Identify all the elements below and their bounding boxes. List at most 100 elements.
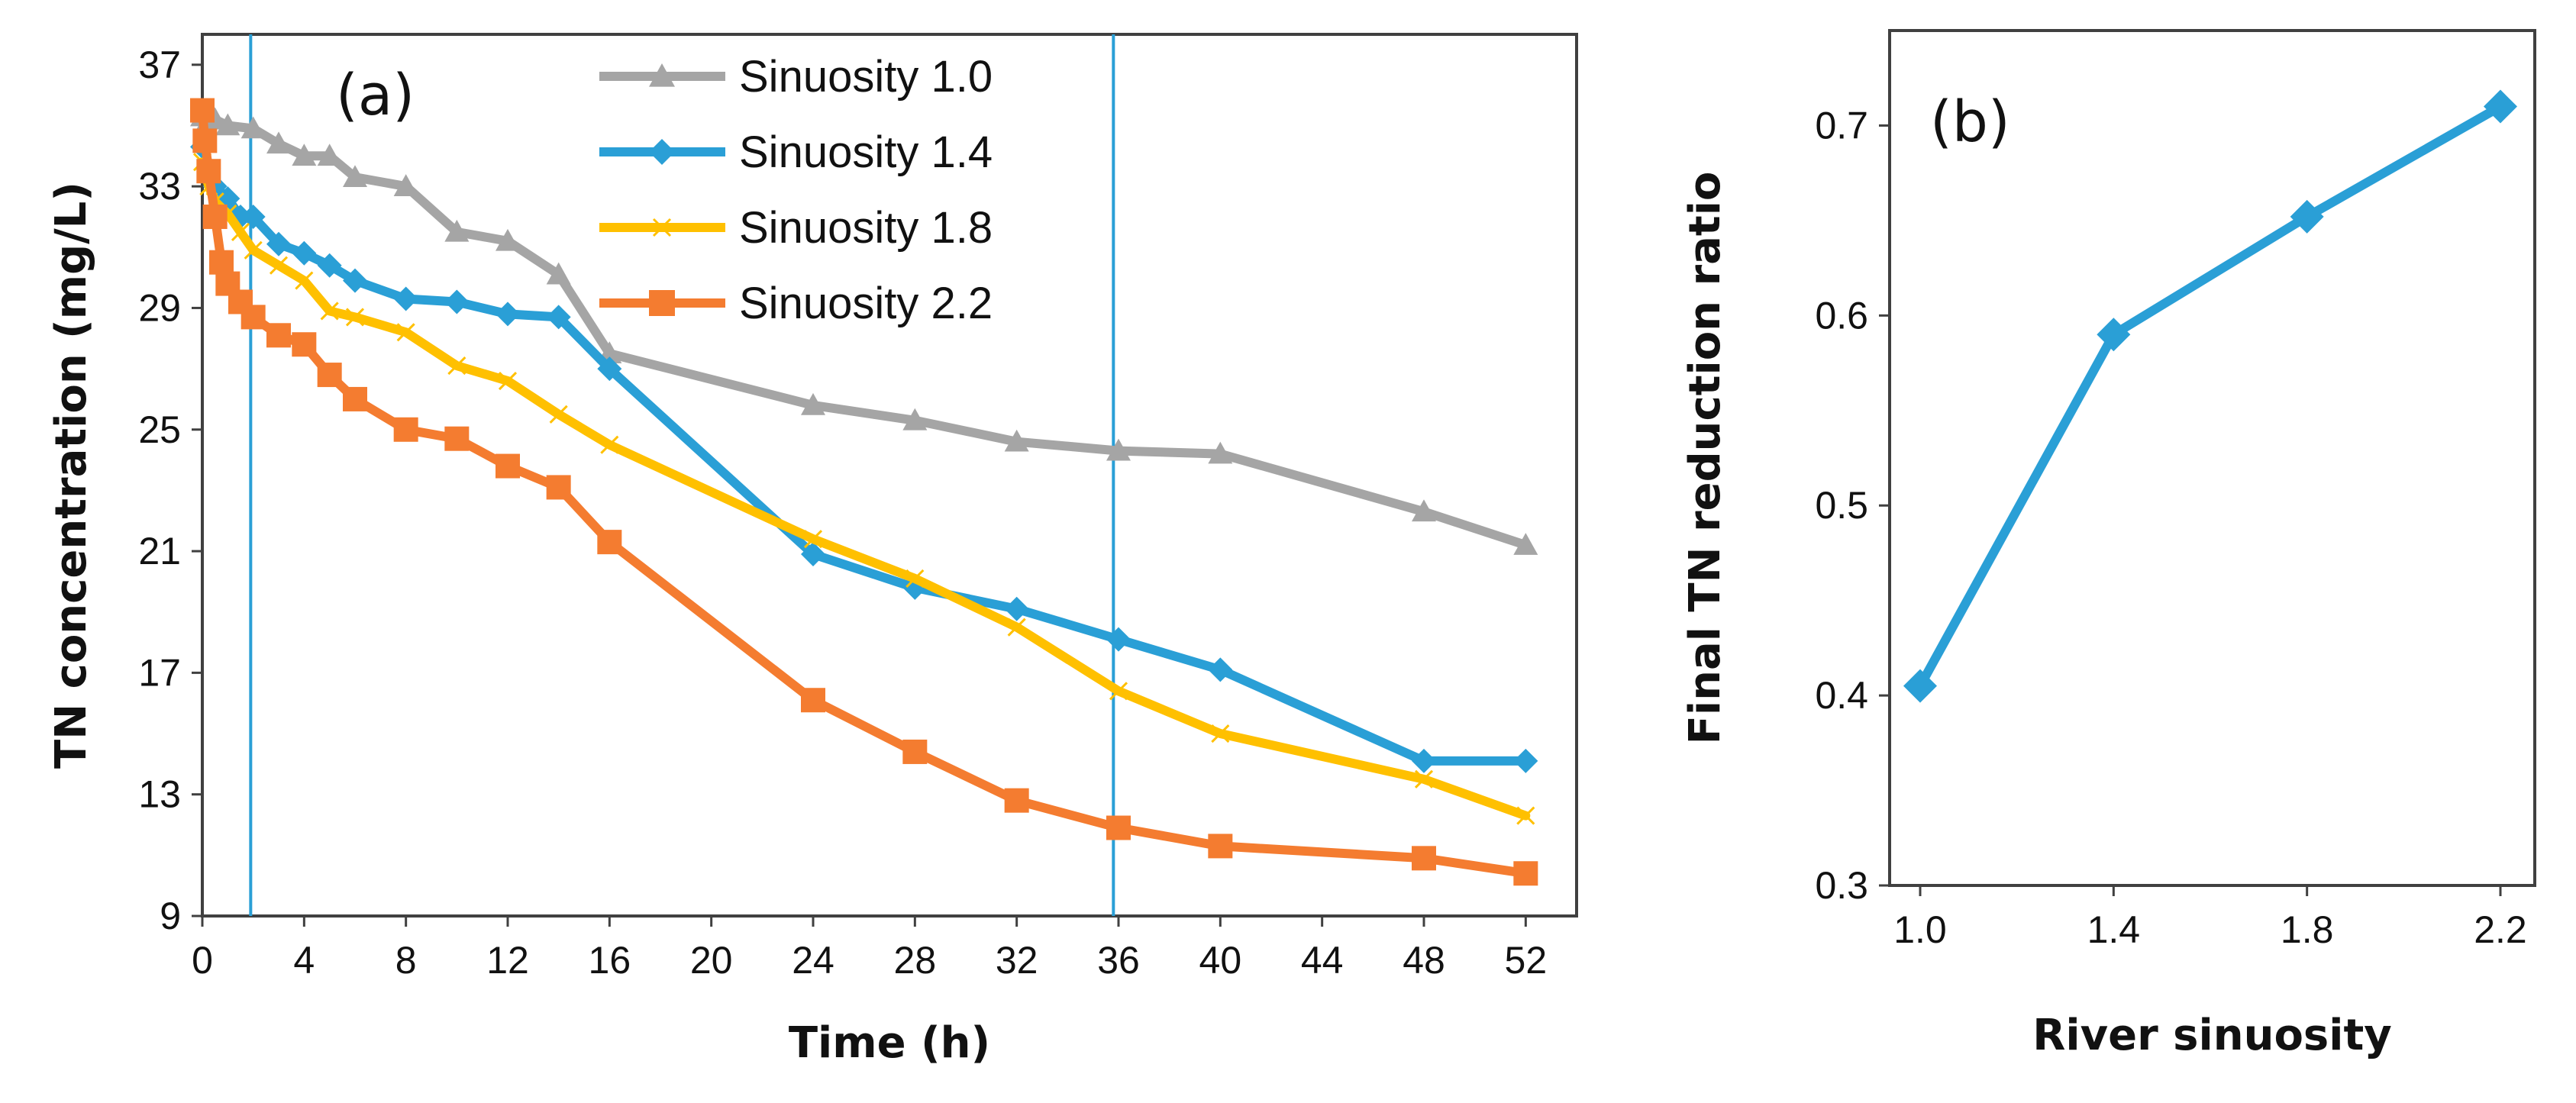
data-point bbox=[317, 363, 342, 388]
data-point bbox=[444, 219, 470, 242]
legend-label: Sinuosity 1.4 bbox=[739, 127, 993, 177]
data-point bbox=[396, 323, 415, 342]
legend-label: Sinuosity 2.2 bbox=[739, 279, 993, 328]
legend-item: Sinuosity 2.2 bbox=[599, 279, 993, 328]
data-point bbox=[292, 240, 317, 266]
data-point bbox=[209, 250, 234, 275]
data-point bbox=[1208, 441, 1233, 464]
series-sinuosity-1-8 bbox=[192, 153, 1535, 825]
data-point bbox=[1208, 657, 1233, 682]
data-point bbox=[1004, 788, 1029, 813]
data-point bbox=[1106, 627, 1131, 652]
y-tick-label: 0.5 bbox=[1815, 484, 1868, 527]
y-tick-label: 0.3 bbox=[1815, 864, 1868, 907]
data-point bbox=[215, 113, 240, 136]
y-tick-label: 25 bbox=[138, 408, 181, 451]
legend-item: Sinuosity 1.0 bbox=[599, 52, 993, 102]
data-point bbox=[902, 408, 928, 431]
data-point bbox=[292, 144, 317, 166]
data-point bbox=[1412, 499, 1436, 522]
data-point bbox=[496, 453, 520, 479]
data-point bbox=[393, 174, 418, 196]
panel-a-label: (a) bbox=[336, 63, 415, 128]
legend-label: Sinuosity 1.0 bbox=[739, 52, 993, 102]
x-tick-label: 48 bbox=[1403, 939, 1445, 982]
data-point bbox=[240, 116, 266, 139]
data-point bbox=[496, 302, 520, 327]
data-point bbox=[345, 308, 365, 327]
panel-a-x-axis-title: Time (h) bbox=[789, 1018, 990, 1068]
data-point bbox=[190, 98, 215, 123]
data-point bbox=[801, 688, 825, 713]
data-point bbox=[231, 222, 250, 241]
data-point bbox=[343, 386, 367, 411]
x-tick-label: 24 bbox=[792, 939, 834, 982]
panel-b-axes: 1.0 1.4 1.8 2.2 0.3 0.4 0.5 0.6 0.7 bbox=[1815, 104, 2526, 951]
y-tick-label: 17 bbox=[138, 651, 181, 694]
x-tick-label: 1.0 bbox=[1893, 908, 1947, 951]
data-point bbox=[317, 144, 342, 166]
panel-b-label: (b) bbox=[1930, 89, 2010, 155]
panel-a-reference-lines bbox=[249, 34, 1115, 916]
data-point bbox=[1513, 748, 1538, 773]
data-point bbox=[393, 417, 418, 442]
data-point bbox=[1903, 669, 1937, 703]
data-point bbox=[202, 107, 228, 130]
data-point bbox=[240, 204, 266, 229]
data-point bbox=[1004, 596, 1029, 621]
legend-marker bbox=[649, 290, 675, 316]
data-point bbox=[295, 271, 314, 290]
data-point bbox=[2484, 89, 2517, 124]
legend-item: Sinuosity 1.8 bbox=[599, 203, 993, 253]
data-point bbox=[266, 231, 291, 256]
data-point bbox=[1414, 769, 1434, 789]
panel-b-series bbox=[1903, 89, 2517, 703]
data-point bbox=[192, 128, 218, 153]
series-sinuosity-1-0 bbox=[190, 104, 1538, 555]
panel-b-x-axis-title: River sinuosity bbox=[2032, 1011, 2391, 1060]
x-tick-label: 40 bbox=[1199, 939, 1242, 982]
data-point bbox=[600, 435, 619, 454]
x-tick-label: 52 bbox=[1505, 939, 1548, 982]
y-tick-label: 0.4 bbox=[1815, 674, 1868, 717]
y-tick-label: 9 bbox=[160, 895, 181, 937]
data-point bbox=[343, 268, 367, 293]
y-tick-label: 0.7 bbox=[1815, 104, 1868, 147]
data-point bbox=[444, 289, 470, 314]
panel-a-y-axis-title: TN concentration (mg/L) bbox=[47, 182, 96, 769]
y-tick-label: 33 bbox=[138, 165, 181, 208]
data-point bbox=[393, 286, 418, 311]
data-point bbox=[498, 371, 518, 391]
data-point bbox=[803, 530, 823, 549]
data-point bbox=[1106, 438, 1131, 461]
data-point bbox=[2097, 318, 2131, 352]
data-point bbox=[266, 131, 291, 154]
series-line bbox=[198, 157, 1531, 821]
x-tick-label: 16 bbox=[589, 939, 631, 982]
data-point bbox=[2290, 199, 2324, 234]
series-line-b bbox=[1903, 89, 2517, 703]
data-point bbox=[317, 253, 342, 278]
panel-a-frame bbox=[201, 33, 1578, 918]
x-tick-label: 1.4 bbox=[2087, 908, 2141, 951]
panel-b-frame bbox=[1888, 29, 2536, 887]
x-tick-label: 2.2 bbox=[2474, 908, 2527, 951]
data-point bbox=[1109, 682, 1128, 701]
data-point bbox=[1513, 861, 1538, 886]
data-point bbox=[1412, 748, 1436, 773]
data-point bbox=[546, 305, 571, 330]
data-point bbox=[1516, 806, 1535, 825]
panel-b-y-axis-title: Final TN reduction ratio bbox=[1680, 172, 1730, 745]
data-point bbox=[546, 262, 571, 285]
panel-b: 1.0 1.4 1.8 2.2 0.3 0.4 0.5 0.6 0.7 (b) River si… bbox=[1680, 29, 2536, 1060]
legend-marker bbox=[652, 218, 672, 237]
data-point bbox=[597, 356, 622, 382]
data-point bbox=[1106, 815, 1131, 840]
data-point bbox=[546, 475, 571, 500]
legend-label: Sinuosity 1.8 bbox=[739, 203, 993, 253]
data-point bbox=[269, 256, 289, 275]
data-point bbox=[240, 305, 266, 330]
